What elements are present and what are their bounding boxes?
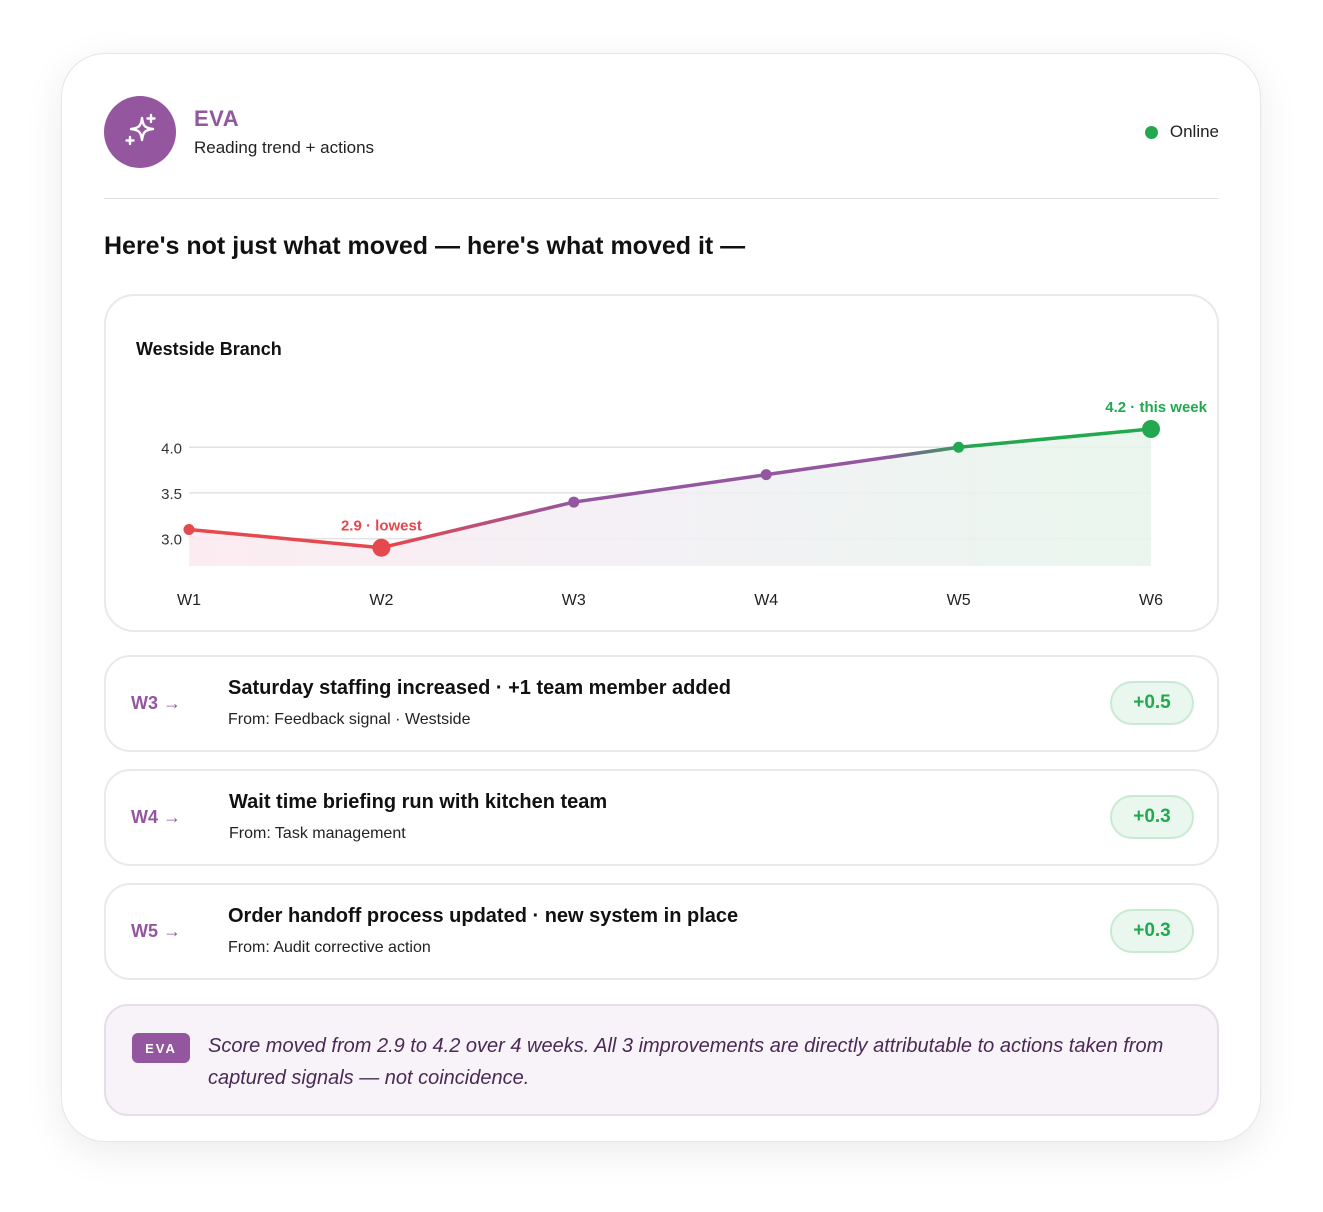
agent-subtitle: Reading trend + actions [194,138,375,157]
data-point [760,469,772,481]
action-item[interactable]: W3 → Saturday staffing increased · +1 te… [104,655,1219,752]
eva-avatar [104,96,176,168]
headline: Here's not just what moved — here's what… [104,232,746,260]
action-item[interactable]: W4 → Wait time briefing run with kitchen… [104,769,1219,866]
score-delta-badge: +0.3 [1110,795,1194,839]
area-fill [189,429,1151,566]
score-delta-badge: +0.5 [1110,681,1194,725]
action-source: From: Audit corrective action [228,939,431,956]
status-indicator: Online [1144,122,1219,142]
x-tick-label: W2 [369,592,393,609]
y-tick-label: 3.5 [161,486,182,503]
online-dot-icon [1144,125,1158,139]
action-title: Order handoff process updated · new syst… [228,905,739,927]
action-title: Wait time briefing run with kitchen team [229,791,608,813]
chart-title: Westside Branch [136,339,282,359]
sparkles-icon [125,113,156,146]
eva-card: EVA Reading trend + actions Online Here'… [61,53,1261,1142]
agent-name: EVA [194,106,240,131]
action-title: Saturday staffing increased · +1 team me… [228,677,731,699]
header-divider [104,198,1219,199]
x-tick-label: W1 [177,592,201,609]
data-label: 4.2 · this week [1105,399,1207,416]
eva-summary: EVA Score moved from 2.9 to 4.2 over 4 w… [104,1004,1219,1116]
data-point [372,538,391,557]
series-line [187,427,1153,550]
x-tick-label: W5 [947,592,971,609]
x-tick-label: W6 [1139,592,1163,609]
action-item[interactable]: W5 → Order handoff process updated · new… [104,883,1219,980]
action-week: W5 → [131,921,182,941]
eva-tag: EVA [132,1033,190,1063]
y-tick-label: 4.0 [161,440,182,457]
score-delta-badge: +0.3 [1110,909,1194,953]
summary-text: Score moved from 2.9 to 4.2 over 4 weeks… [208,1035,1164,1089]
action-source: From: Task management [229,825,406,842]
data-point [568,496,580,508]
data-point [953,441,965,453]
data-point [1142,420,1160,438]
action-week: W3 → [131,693,182,713]
action-week: W4 → [131,807,182,827]
x-tick-label: W3 [562,592,586,609]
trend-chart: 3.0 3.5 4.0 W1 W2 W3 W4 W5 W6 2.9 · lowest 4.2 · t… [161,399,1208,609]
trend-chart-card: Westside Branch 3.0 3.5 4.0 W1 W2 W3 W4 W5 W6 2.9… [104,294,1219,632]
data-point [183,523,195,535]
y-tick-label: 3.0 [161,532,182,549]
data-label: 2.9 · lowest [341,518,422,535]
action-source: From: Feedback signal · Westside [228,711,471,728]
status-label: Online [1169,122,1219,141]
x-tick-label: W4 [754,592,778,609]
